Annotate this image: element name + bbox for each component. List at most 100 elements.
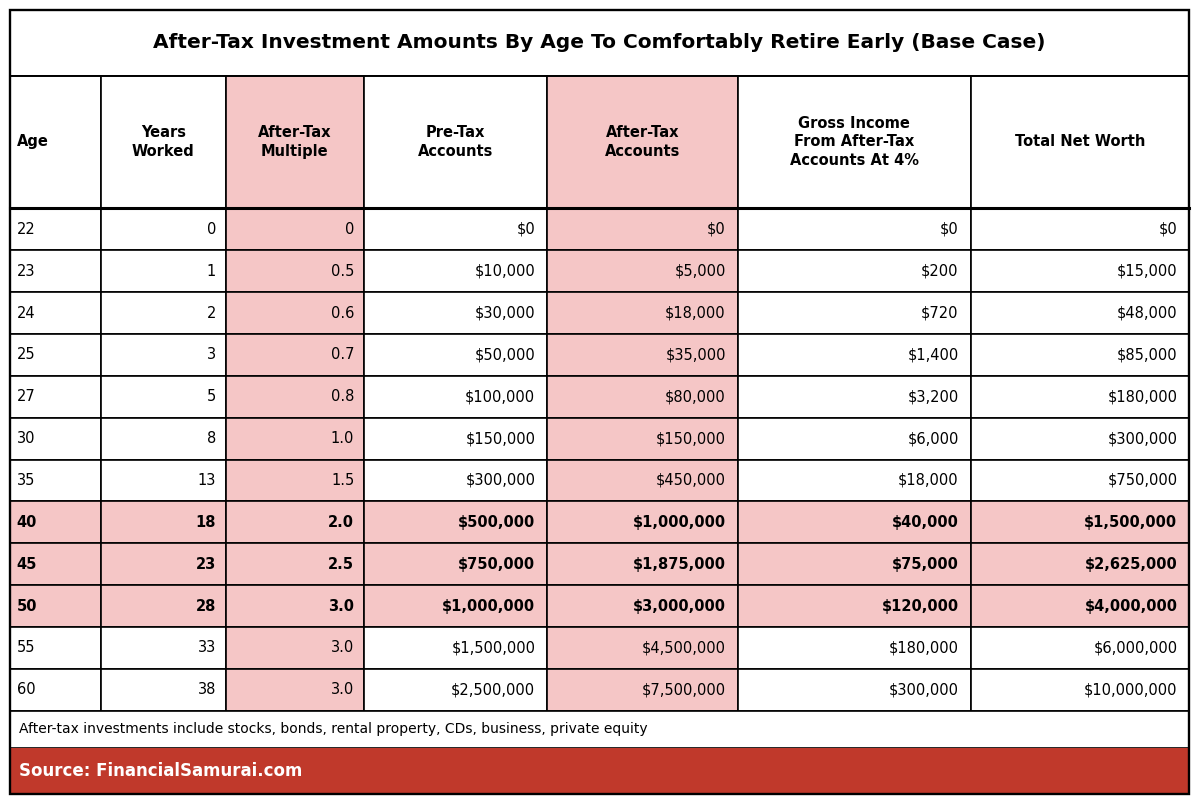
Bar xyxy=(225,585,363,627)
Text: 8: 8 xyxy=(206,431,216,446)
Bar xyxy=(363,459,547,501)
Bar xyxy=(10,459,102,501)
Text: $2,500,000: $2,500,000 xyxy=(451,682,535,697)
Bar xyxy=(225,418,363,459)
Text: $180,000: $180,000 xyxy=(1108,389,1177,404)
Bar xyxy=(547,543,737,585)
Bar xyxy=(363,585,547,627)
Bar xyxy=(547,292,737,334)
Text: $0: $0 xyxy=(517,222,535,237)
Text: $120,000: $120,000 xyxy=(881,599,959,614)
Bar xyxy=(737,209,971,250)
Text: $200: $200 xyxy=(921,263,959,279)
Text: 18: 18 xyxy=(195,515,216,530)
Bar xyxy=(10,292,102,334)
Bar xyxy=(737,250,971,292)
Bar xyxy=(102,585,225,627)
Text: $15,000: $15,000 xyxy=(1116,263,1177,279)
Text: 33: 33 xyxy=(198,641,216,655)
Bar xyxy=(971,209,1189,250)
Text: 3.0: 3.0 xyxy=(331,641,354,655)
Bar xyxy=(971,250,1189,292)
Text: 27: 27 xyxy=(17,389,36,404)
Bar xyxy=(971,418,1189,459)
Text: $150,000: $150,000 xyxy=(465,431,535,446)
Text: $3,000,000: $3,000,000 xyxy=(633,599,725,614)
Bar xyxy=(547,418,737,459)
Bar xyxy=(547,459,737,501)
Text: $150,000: $150,000 xyxy=(656,431,725,446)
Text: $750,000: $750,000 xyxy=(1108,473,1177,488)
Text: $1,000,000: $1,000,000 xyxy=(633,515,725,530)
Bar xyxy=(547,250,737,292)
Bar xyxy=(102,209,225,250)
Text: $3,200: $3,200 xyxy=(908,389,959,404)
Text: 3.0: 3.0 xyxy=(329,599,354,614)
Text: 38: 38 xyxy=(198,682,216,697)
Bar xyxy=(225,76,363,209)
Text: 25: 25 xyxy=(17,347,36,362)
Text: 23: 23 xyxy=(17,263,35,279)
Bar xyxy=(737,76,971,209)
Bar xyxy=(363,669,547,711)
Text: $4,500,000: $4,500,000 xyxy=(641,641,725,655)
Bar xyxy=(737,376,971,418)
Bar xyxy=(10,669,102,711)
Bar xyxy=(225,669,363,711)
Text: $1,875,000: $1,875,000 xyxy=(633,556,725,572)
Text: $100,000: $100,000 xyxy=(465,389,535,404)
Bar xyxy=(971,292,1189,334)
Bar xyxy=(737,418,971,459)
Bar xyxy=(547,669,737,711)
Text: $40,000: $40,000 xyxy=(892,515,959,530)
Text: After-Tax
Multiple: After-Tax Multiple xyxy=(258,125,331,158)
Bar xyxy=(10,334,102,376)
Text: $180,000: $180,000 xyxy=(888,641,959,655)
Text: 55: 55 xyxy=(17,641,35,655)
Bar xyxy=(547,376,737,418)
Text: $0: $0 xyxy=(1158,222,1177,237)
Text: $10,000: $10,000 xyxy=(475,263,535,279)
Bar xyxy=(10,585,102,627)
Bar xyxy=(10,76,102,209)
Text: Total Net Worth: Total Net Worth xyxy=(1014,135,1145,150)
Bar xyxy=(971,76,1189,209)
Text: $50,000: $50,000 xyxy=(475,347,535,362)
Text: $80,000: $80,000 xyxy=(665,389,725,404)
Bar xyxy=(363,543,547,585)
Text: 13: 13 xyxy=(198,473,216,488)
Bar xyxy=(10,627,102,669)
Bar xyxy=(10,418,102,459)
Bar xyxy=(971,627,1189,669)
Text: 2: 2 xyxy=(206,306,216,321)
Text: $1,400: $1,400 xyxy=(908,347,959,362)
Bar xyxy=(102,76,225,209)
Bar xyxy=(363,376,547,418)
Bar xyxy=(971,501,1189,543)
Bar xyxy=(10,250,102,292)
Text: 3.0: 3.0 xyxy=(331,682,354,697)
Bar xyxy=(225,250,363,292)
Bar xyxy=(102,669,225,711)
Text: $6,000: $6,000 xyxy=(908,431,959,446)
Bar xyxy=(10,501,102,543)
Bar xyxy=(737,292,971,334)
Text: $450,000: $450,000 xyxy=(656,473,725,488)
Text: Gross Income
From After-Tax
Accounts At 4%: Gross Income From After-Tax Accounts At … xyxy=(790,116,918,168)
Bar xyxy=(363,292,547,334)
Text: Age: Age xyxy=(17,135,49,150)
Bar xyxy=(363,334,547,376)
Text: 45: 45 xyxy=(17,556,37,572)
Text: 1: 1 xyxy=(206,263,216,279)
Text: $18,000: $18,000 xyxy=(898,473,959,488)
Bar xyxy=(10,543,102,585)
Text: $720: $720 xyxy=(921,306,959,321)
Text: Source: FinancialSamurai.com: Source: FinancialSamurai.com xyxy=(19,762,302,780)
Bar xyxy=(225,459,363,501)
Text: $10,000,000: $10,000,000 xyxy=(1084,682,1177,697)
Text: $750,000: $750,000 xyxy=(458,556,535,572)
Text: 0.7: 0.7 xyxy=(331,347,354,362)
Bar xyxy=(10,711,1189,747)
Bar xyxy=(547,585,737,627)
Text: 0.6: 0.6 xyxy=(331,306,354,321)
